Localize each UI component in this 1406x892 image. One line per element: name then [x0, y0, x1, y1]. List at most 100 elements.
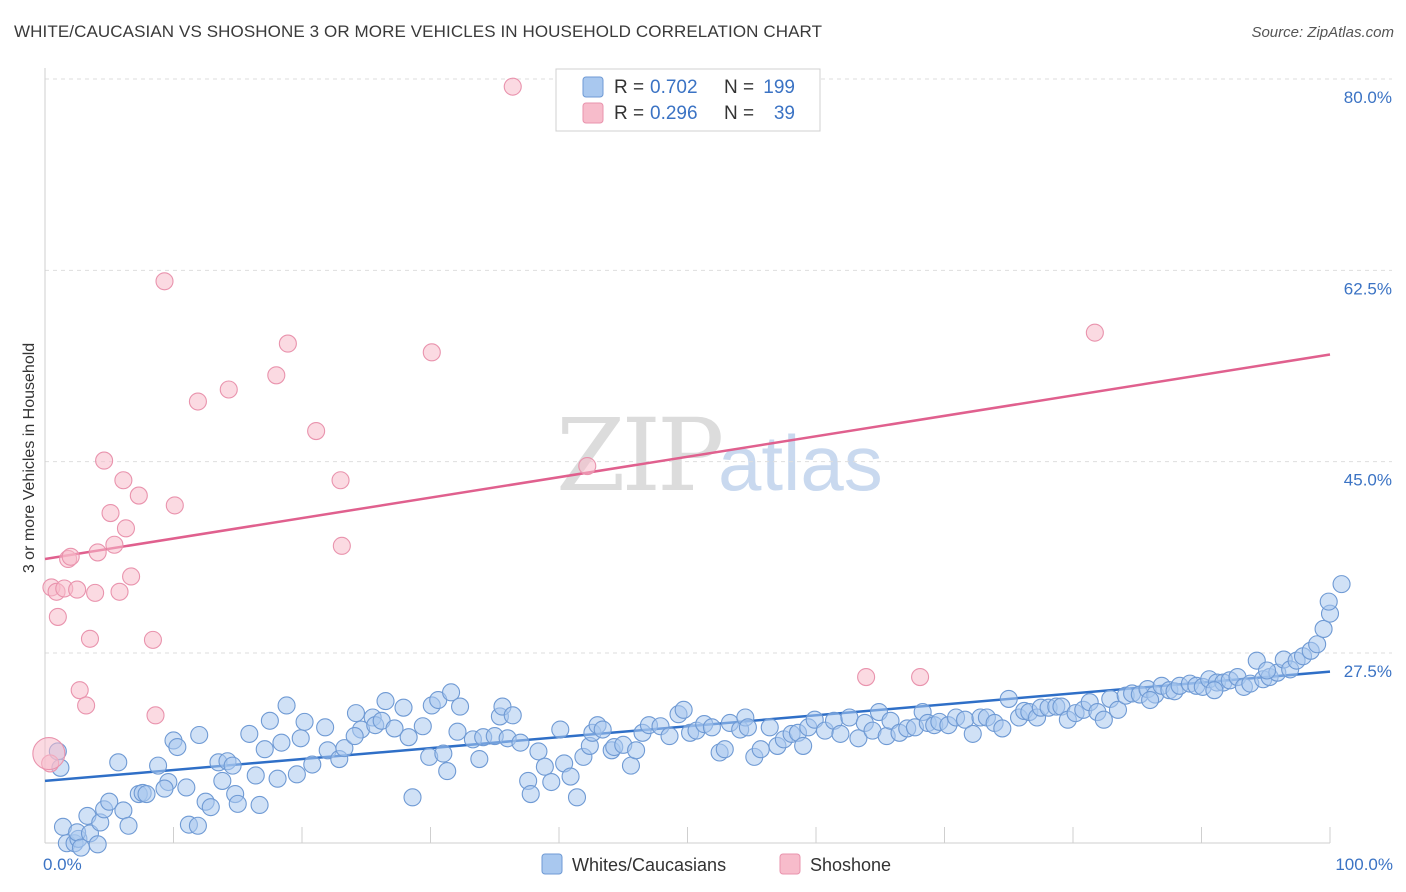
x-tick-label-1: 100.0% [1335, 855, 1393, 874]
point-whites-80 [503, 706, 522, 725]
point-whites-20 [149, 756, 168, 775]
point-whites-47 [295, 712, 314, 731]
point-shoshone-26 [219, 380, 238, 399]
point-whites-99 [621, 756, 641, 775]
point-whites-81 [511, 733, 530, 752]
y-axis-label: 3 or more Vehicles in Household [21, 343, 38, 573]
point-shoshone-32 [422, 343, 441, 362]
point-whites-10 [88, 835, 107, 854]
point-whites-64 [413, 717, 432, 736]
point-whites-22 [155, 779, 174, 798]
point-shoshone-33 [503, 77, 522, 96]
point-whites-14 [109, 753, 128, 772]
point-shoshone-12 [88, 543, 107, 562]
point-whites-151 [993, 719, 1012, 738]
point-shoshone-8 [70, 681, 89, 700]
point-whites-136 [881, 711, 900, 730]
point-shoshone-14 [101, 504, 120, 523]
point-whites-110 [702, 718, 721, 737]
point-whites-43 [272, 733, 291, 752]
point-whites-38 [246, 766, 265, 785]
point-shoshone-37 [1085, 323, 1104, 342]
point-whites-202 [1257, 661, 1277, 680]
point-whites-74 [470, 750, 489, 769]
point-whites-59 [376, 692, 395, 711]
point-shoshone-9 [77, 696, 96, 715]
point-whites-70 [442, 683, 461, 702]
point-whites-84 [529, 742, 548, 761]
point-whites-124 [794, 736, 813, 755]
point-whites-129 [831, 724, 850, 743]
point-whites-100 [627, 741, 646, 760]
point-shoshone-38 [32, 737, 66, 771]
bottom-legend-swatch-shoshone [779, 853, 801, 875]
point-whites-39 [250, 795, 269, 815]
legend-box: R = 0.702 N = 199 R = 0.296 N = 39 [555, 68, 821, 132]
point-whites-49 [316, 718, 335, 737]
point-shoshone-23 [155, 272, 174, 291]
axes [44, 68, 1331, 844]
point-whites-19 [137, 784, 156, 804]
point-whites-53 [346, 704, 366, 723]
point-shoshone-36 [911, 668, 930, 687]
point-shoshone-20 [129, 486, 148, 505]
point-whites-147 [963, 724, 982, 743]
point-shoshone-3 [48, 607, 67, 626]
point-whites-37 [240, 724, 259, 743]
point-whites-30 [201, 798, 220, 817]
point-whites-204 [1141, 690, 1160, 710]
data-points [32, 77, 1351, 857]
point-whites-15 [114, 801, 133, 820]
point-shoshone-15 [105, 535, 124, 554]
point-whites-200 [1332, 575, 1351, 594]
legend-r-label-2: R = [614, 103, 644, 124]
point-whites-106 [674, 700, 693, 719]
point-whites-69 [438, 762, 457, 781]
point-whites-60 [385, 719, 404, 738]
chart-title: WHITE/CAUCASIAN VS SHOSHONE 3 OR MORE VE… [14, 22, 823, 41]
point-shoshone-10 [80, 629, 100, 648]
gridlines [45, 78, 1392, 654]
point-whites-13 [100, 792, 119, 811]
legend-n-value-whites: 199 [763, 77, 795, 98]
point-whites-86 [542, 772, 561, 792]
point-shoshone-31 [332, 536, 351, 555]
y-tick-label-3: 80.0% [1344, 88, 1392, 107]
point-whites-95 [593, 720, 612, 739]
point-whites-203 [1205, 681, 1224, 700]
point-whites-25 [177, 778, 196, 797]
point-shoshone-29 [307, 422, 326, 441]
point-shoshone-22 [146, 706, 165, 725]
point-whites-71 [448, 722, 467, 741]
trend-line-shoshone [44, 353, 1331, 561]
point-whites-28 [190, 725, 209, 745]
legend-r-label-1: R = [614, 77, 644, 98]
point-shoshone-7 [68, 580, 87, 599]
point-shoshone-11 [86, 583, 105, 602]
x-tick-label-0: 0.0% [43, 855, 82, 874]
point-shoshone-28 [278, 334, 297, 353]
point-whites-72 [451, 697, 470, 716]
point-shoshone-19 [122, 567, 141, 586]
point-shoshone-27 [267, 366, 286, 385]
point-whites-63 [403, 788, 422, 807]
point-whites-168 [1108, 700, 1128, 719]
point-whites-90 [567, 788, 587, 807]
point-whites-36 [228, 794, 247, 813]
point-whites-46 [291, 729, 310, 748]
point-whites-32 [213, 771, 232, 790]
point-whites-85 [535, 757, 554, 776]
point-whites-34 [223, 756, 242, 775]
point-shoshone-16 [110, 582, 129, 601]
bottom-legend: Whites/Caucasians Shoshone [541, 853, 891, 875]
point-whites-41 [260, 711, 279, 730]
y-tick-label-2: 62.5% [1344, 279, 1392, 298]
point-whites-16 [119, 816, 138, 835]
point-whites-201 [1319, 592, 1338, 611]
point-whites-87 [551, 720, 570, 739]
bottom-legend-swatch-whites [541, 853, 563, 875]
legend-r-value-whites: 0.702 [650, 77, 698, 98]
source-attribution: Source: ZipAtlas.com [1251, 24, 1394, 41]
point-whites-83 [521, 784, 540, 804]
point-whites-131 [849, 729, 868, 748]
